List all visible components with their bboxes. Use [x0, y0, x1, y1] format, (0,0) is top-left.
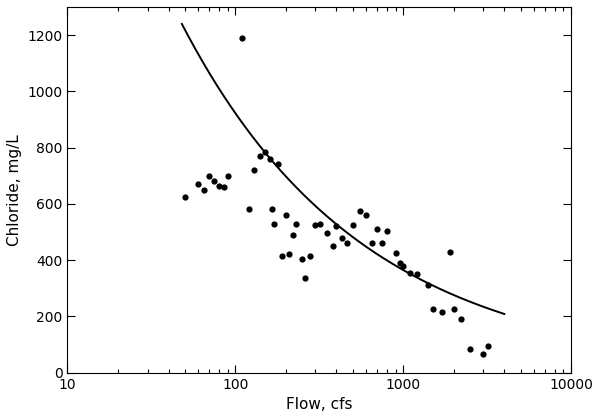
X-axis label: Flow, cfs: Flow, cfs	[286, 397, 353, 412]
Point	[391, 250, 400, 256]
Point	[348, 222, 358, 228]
Point	[223, 172, 232, 179]
Point	[193, 181, 203, 188]
Point	[479, 351, 488, 358]
Point	[311, 222, 320, 228]
Point	[377, 240, 387, 247]
Point	[483, 343, 493, 349]
Point	[269, 220, 279, 227]
Point	[250, 167, 259, 173]
Point	[428, 306, 437, 313]
Point	[328, 243, 337, 249]
Y-axis label: Chloride, mg/L: Chloride, mg/L	[7, 134, 22, 246]
Point	[342, 240, 352, 247]
Point	[456, 316, 466, 323]
Point	[465, 345, 475, 352]
Point	[382, 227, 392, 234]
Point	[337, 234, 347, 241]
Point	[406, 269, 415, 276]
Point	[449, 306, 458, 313]
Point	[288, 231, 298, 238]
Point	[355, 207, 364, 214]
Point	[332, 223, 341, 230]
Point	[281, 212, 290, 218]
Point	[322, 230, 332, 237]
Point	[398, 262, 408, 269]
Point	[244, 206, 253, 213]
Point	[367, 240, 377, 247]
Point	[305, 253, 315, 259]
Point	[209, 178, 219, 185]
Point	[395, 260, 404, 266]
Point	[298, 255, 307, 262]
Point	[219, 184, 229, 190]
Point	[300, 275, 310, 282]
Point	[265, 155, 274, 162]
Point	[260, 148, 270, 155]
Point	[373, 226, 382, 233]
Point	[423, 282, 433, 289]
Point	[199, 186, 209, 193]
Point	[284, 251, 294, 258]
Point	[445, 248, 455, 255]
Point	[412, 271, 421, 277]
Point	[238, 34, 247, 41]
Point	[316, 220, 325, 227]
Point	[180, 194, 190, 200]
Point	[214, 182, 224, 189]
Point	[361, 212, 371, 218]
Point	[267, 206, 277, 213]
Point	[255, 153, 265, 159]
Point	[205, 172, 214, 179]
Point	[437, 309, 447, 316]
Point	[291, 220, 301, 227]
Point	[274, 161, 283, 168]
Point	[277, 253, 287, 259]
